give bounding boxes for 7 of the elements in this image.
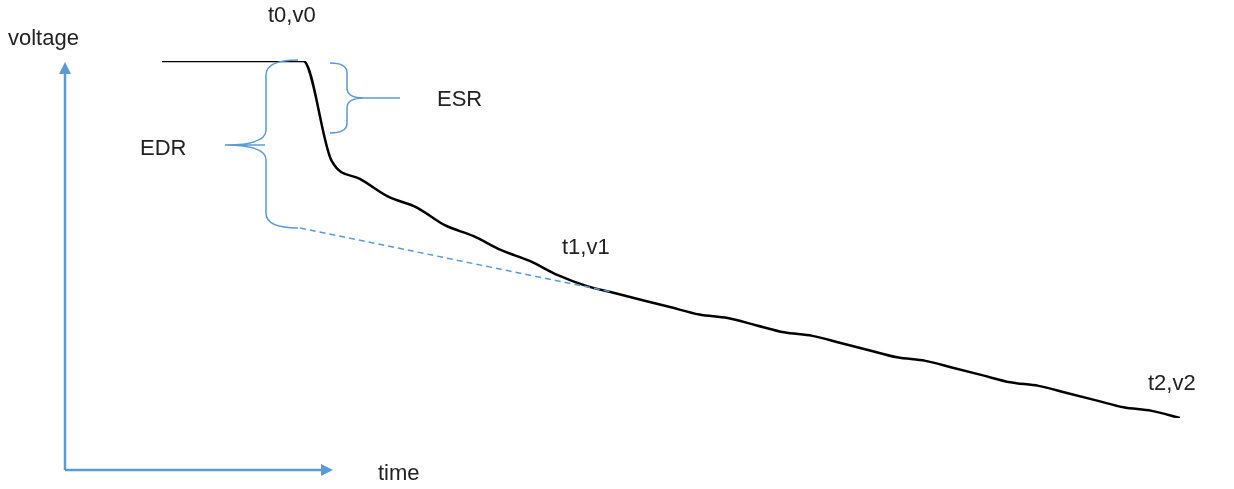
y-axis-title: voltage (8, 25, 79, 50)
annotation: EDR (140, 135, 187, 160)
annotation: ESR (437, 86, 483, 111)
annotation: t1,v1 (562, 234, 610, 259)
text: t0,v0 (268, 2, 316, 27)
x-axis-title: time (378, 460, 420, 485)
annotation: t2,v2 (1148, 370, 1196, 395)
